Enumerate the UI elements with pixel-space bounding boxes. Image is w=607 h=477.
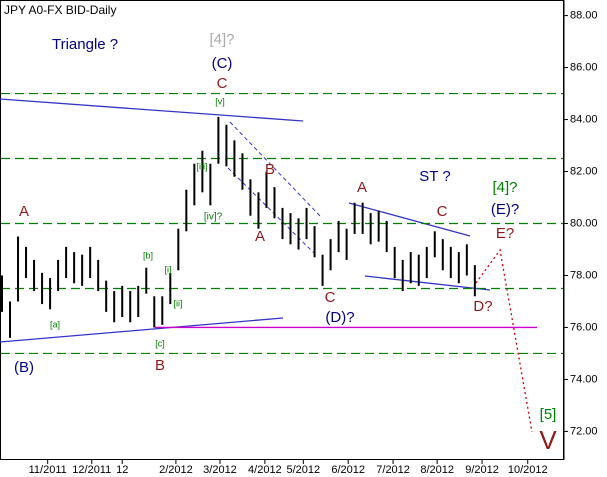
y-tick-label: 82.00 xyxy=(570,165,598,177)
wave-label: [a] xyxy=(50,319,60,329)
x-tick-label: 5/2012 xyxy=(287,464,321,476)
wave-label: D? xyxy=(473,298,492,315)
trend-line xyxy=(348,202,471,237)
wave-label: [v] xyxy=(215,96,225,106)
x-tick-label: 7/2012 xyxy=(376,464,410,476)
x-tick-label: 3/2012 xyxy=(203,464,237,476)
wave-label: Triangle ? xyxy=(52,36,118,53)
x-tick-label: 6/2012 xyxy=(331,464,365,476)
wave-label: A xyxy=(19,203,29,220)
x-tick-label: 12/2011 xyxy=(72,464,111,476)
forecast-path xyxy=(475,248,533,433)
x-tick-label: 9/2012 xyxy=(465,464,499,476)
y-tick-label: 72.00 xyxy=(570,425,598,437)
wave-label: (B) xyxy=(14,359,34,376)
wave-label: B xyxy=(155,357,165,374)
wave-label: C xyxy=(325,289,336,306)
wave-label: A xyxy=(357,179,367,196)
trend-lines xyxy=(0,98,491,343)
x-tick-label: 4/2012 xyxy=(248,464,282,476)
y-tick-label: 76.00 xyxy=(570,321,598,333)
wave-label: [4]? xyxy=(492,179,517,196)
x-tick-label: 11/2011 xyxy=(29,464,67,476)
wave-label: B xyxy=(265,161,275,178)
y-tick-label: 80.00 xyxy=(570,217,598,229)
trend-line xyxy=(364,275,491,291)
channel-line xyxy=(229,121,323,219)
y-tick-label: 88.00 xyxy=(570,9,598,21)
trend-line xyxy=(0,98,304,122)
wave-label: V xyxy=(539,425,557,455)
wave-label: [c] xyxy=(155,338,165,348)
y-tick-label: 84.00 xyxy=(570,113,598,125)
wave-label: [b] xyxy=(143,250,153,260)
wave-label: ST ? xyxy=(419,168,450,185)
wave-label: (D)? xyxy=(325,309,354,326)
y-tick-label: 86.00 xyxy=(570,61,598,73)
chart-title: JPY A0-FX BID-Daily xyxy=(4,3,116,17)
wave-label: (C) xyxy=(212,55,233,72)
wave-label: C xyxy=(437,203,448,220)
x-tick-label: 2/2012 xyxy=(159,464,193,476)
wave-label: [5] xyxy=(540,406,557,423)
wave-label: E? xyxy=(496,225,514,242)
wave-label: [ii] xyxy=(174,298,183,308)
y-tick-label: 74.00 xyxy=(570,373,598,385)
x-tick-label: 10/2012 xyxy=(508,464,548,476)
wave-label: [i] xyxy=(164,264,171,274)
wave-label: [4]? xyxy=(209,31,234,48)
x-tick-label: 8/2012 xyxy=(420,464,454,476)
wave-label: (E)? xyxy=(491,201,519,218)
wave-label: A xyxy=(255,228,265,245)
trend-line xyxy=(0,317,284,343)
wave-label: [iv]? xyxy=(204,212,223,223)
wave-label: C xyxy=(217,75,228,92)
y-tick-label: 78.00 xyxy=(570,269,598,281)
x-tick-label: 12 xyxy=(116,464,128,476)
wave-label: [iii] xyxy=(197,161,208,171)
